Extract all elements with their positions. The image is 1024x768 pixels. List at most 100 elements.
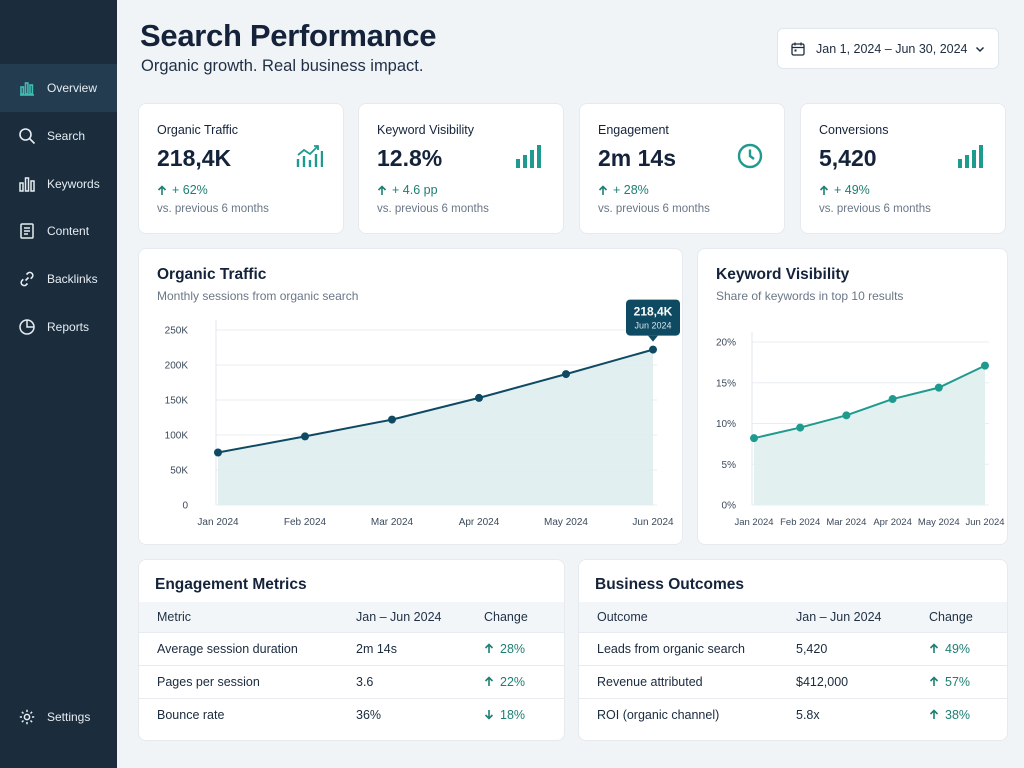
kpi-change: + 4.6 pp: [377, 183, 438, 197]
data-point: [981, 361, 989, 370]
kpi-label: Engagement: [598, 123, 669, 137]
series-area: [218, 349, 653, 505]
data-point: [475, 393, 483, 402]
outcome-change: 49%: [929, 633, 1007, 665]
business-outcomes-card: Business Outcomes Outcome Jan – Jun 2024…: [578, 559, 1008, 741]
pie-chart-icon: [18, 318, 36, 336]
outcomes-table: Outcome Jan – Jun 2024 Change Leads from…: [579, 602, 1007, 731]
sidebar-item-backlinks[interactable]: Backlinks: [0, 255, 117, 303]
sidebar-item-settings[interactable]: Settings: [0, 693, 117, 741]
table-row: ROI (organic channel) 5.8x 38%: [579, 697, 1007, 731]
data-point: [888, 395, 897, 404]
y-tick-label: 100K: [165, 431, 189, 442]
engagement-table: Metric Jan – Jun 2024 Change Average ses…: [139, 602, 564, 731]
sidebar-item-overview[interactable]: Overview: [0, 64, 117, 112]
outcome-change: 38%: [929, 699, 1007, 731]
signal-bars-icon: [516, 145, 541, 168]
arrow-up-icon: [819, 184, 829, 195]
outcome-change: 57%: [929, 666, 1007, 698]
series-line: [217, 348, 654, 454]
sidebar-item-label: Keywords: [47, 177, 100, 191]
y-tick-label: 0: [182, 501, 188, 512]
data-point: [796, 423, 805, 432]
date-range-picker[interactable]: Jan 1, 2024 – Jun 30, 2024: [777, 28, 999, 69]
tooltip-value: 218,4K: [634, 305, 673, 319]
tooltip-box: [626, 299, 680, 336]
table-row: Average session duration 2m 14s 28%: [139, 631, 564, 665]
y-tick-label: 15%: [716, 378, 736, 389]
y-tick-label: 0%: [722, 501, 737, 512]
arrow-up-icon: [377, 184, 387, 195]
arrow-up-icon: [929, 709, 939, 719]
x-tick-label: May 2024: [918, 517, 960, 528]
sidebar-item-label: Content: [47, 224, 90, 238]
sidebar-item-label: Reports: [47, 320, 90, 334]
metric-value: 36%: [356, 697, 484, 731]
page-title: Search Performance: [140, 18, 437, 53]
column-header: Jan – Jun 2024: [356, 609, 442, 624]
page-subtitle: Organic growth. Real business impact.: [141, 57, 424, 75]
kpi-label: Conversions: [819, 123, 889, 137]
series-line: [753, 364, 986, 440]
arrow-up-icon: [929, 643, 939, 653]
y-tick-label: 200K: [165, 361, 189, 372]
bar-chart-icon: [18, 79, 36, 97]
chart-title: Organic Traffic: [157, 266, 267, 283]
sidebar-item-label: Settings: [47, 710, 91, 724]
sidebar-item-label: Backlinks: [47, 272, 98, 286]
data-point: [301, 432, 309, 441]
outcome-name: Leads from organic search: [579, 631, 796, 665]
kpi-value: 218,4K: [157, 145, 232, 171]
outcome-value: 5,420: [796, 631, 929, 665]
arrow-up-icon: [484, 643, 494, 653]
table-header-row: Metric Jan – Jun 2024 Change: [139, 602, 564, 632]
x-tick-label: Jun 2024: [965, 517, 1004, 528]
metric-change: 28%: [484, 633, 564, 665]
kpi-compare: vs. previous 6 months: [377, 203, 489, 215]
clock-icon: [737, 143, 763, 169]
kpi-compare: vs. previous 6 months: [819, 203, 931, 215]
y-tick-label: 10%: [716, 419, 736, 430]
x-tick-label: May 2024: [544, 517, 588, 528]
kpi-compare: vs. previous 6 months: [598, 203, 710, 215]
kpi-change: + 62%: [157, 183, 208, 197]
sidebar-item-content[interactable]: Content: [0, 207, 117, 255]
arrow-up-icon: [484, 676, 494, 686]
data-point: [388, 415, 396, 424]
kpi-card-engagement: Engagement 2m 14s + 28% vs. previous 6 m…: [579, 103, 785, 234]
arrow-down-icon: [484, 710, 494, 720]
column-header: Outcome: [597, 609, 648, 624]
tooltip-pointer: [648, 335, 658, 342]
y-tick-label: 50K: [170, 466, 188, 477]
metric-change: 22%: [484, 666, 564, 698]
data-point: [750, 434, 758, 443]
x-tick-label: Mar 2024: [826, 517, 866, 528]
column-header: Jan – Jun 2024: [796, 609, 882, 624]
metric-name: Pages per session: [139, 664, 356, 698]
y-tick-label: 150K: [165, 396, 189, 407]
outcome-name: Revenue attributed: [579, 664, 796, 698]
sidebar-item-keywords[interactable]: Keywords: [0, 160, 117, 208]
sidebar-item-label: Overview: [47, 81, 98, 95]
table-title: Engagement Metrics: [155, 576, 307, 593]
chevron-down-icon: [975, 46, 985, 52]
table-row: Bounce rate 36% 18%: [139, 697, 564, 731]
column-chart-icon: [18, 175, 36, 193]
date-range-label: Jan 1, 2024 – Jun 30, 2024: [816, 41, 968, 56]
kpi-label: Organic Traffic: [157, 123, 239, 137]
chart-subtitle: Monthly sessions from organic search: [157, 289, 359, 303]
organic-traffic-chart-card: 0 50K 100K 150K 200K 250K Jan 2024 Feb 2024 Mar …: [138, 248, 683, 545]
table-row: Leads from organic search 5,420 49%: [579, 631, 1007, 665]
sidebar-item-search[interactable]: Search: [0, 112, 117, 160]
kpi-compare: vs. previous 6 months: [157, 203, 269, 215]
table-row: Revenue attributed $412,000 57%: [579, 664, 1007, 698]
chart-title: Keyword Visibility: [716, 266, 850, 283]
x-tick-label: Feb 2024: [780, 517, 820, 528]
data-point: [842, 411, 851, 420]
kpi-change: + 49%: [819, 183, 870, 197]
x-tick-label: Jan 2024: [734, 517, 773, 528]
sidebar-item-reports[interactable]: Reports: [0, 303, 117, 351]
tooltip-label: Jun 2024: [634, 321, 671, 331]
kpi-card-keyword-visibility: Keyword Visibility 12.8% + 4.6 pp vs. pr…: [358, 103, 564, 234]
table-header-row: Outcome Jan – Jun 2024 Change: [579, 602, 1007, 632]
